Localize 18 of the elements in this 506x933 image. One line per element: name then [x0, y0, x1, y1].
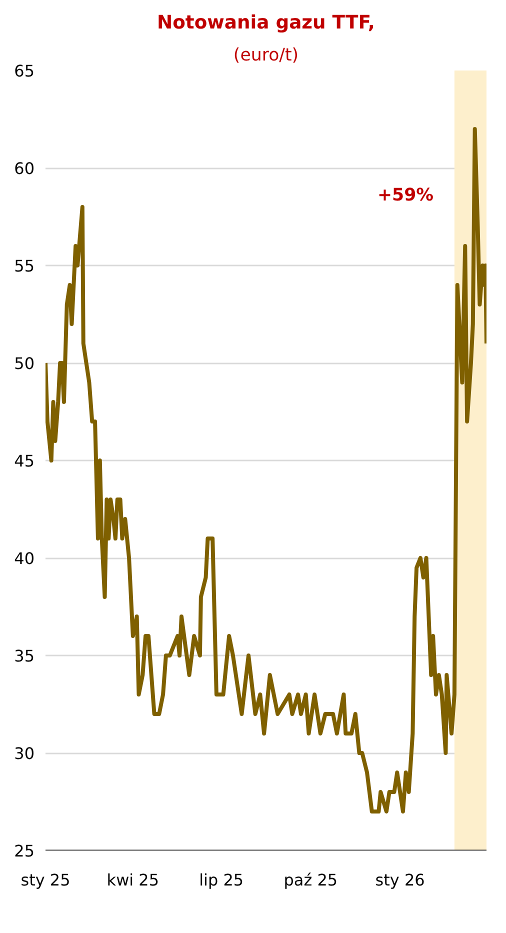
- chart-title: Notowania gazu TTF,: [156, 12, 376, 34]
- x-tick-label: lip 25: [199, 870, 244, 890]
- y-tick-label: 40: [14, 549, 34, 568]
- y-tick-label: 30: [14, 744, 34, 763]
- y-tick-label: 50: [14, 354, 34, 373]
- y-tick-label: 65: [14, 62, 34, 80]
- annotation: +59%: [378, 186, 434, 206]
- line-series: [46, 127, 486, 814]
- y-tick-label: 55: [14, 256, 34, 276]
- x-tick-label: sty 25: [20, 870, 70, 890]
- chart-subtitle: (euro/t): [233, 46, 299, 66]
- x-tick-label: sty 26: [375, 870, 425, 890]
- y-tick-label: 45: [14, 452, 34, 470]
- y-tick-label: 60: [14, 159, 34, 178]
- x-tick-label: kwi 25: [106, 870, 160, 890]
- x-tick-label: paź 25: [284, 870, 338, 890]
- y-tick-label: 35: [14, 646, 34, 666]
- y-tick-label: 25: [14, 842, 34, 860]
